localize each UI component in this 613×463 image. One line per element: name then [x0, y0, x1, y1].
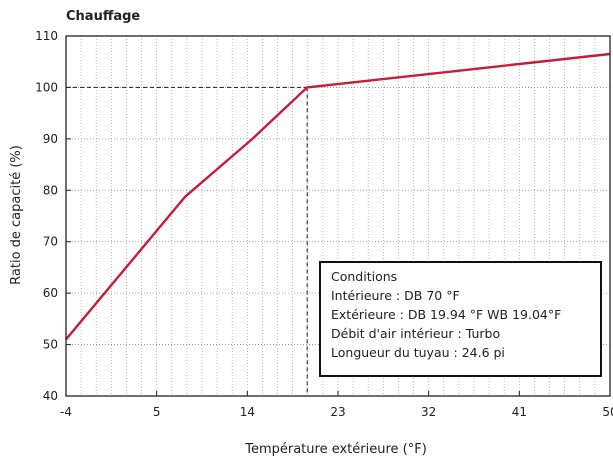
y-tick-label: 80 — [43, 183, 58, 197]
y-tick-label: 40 — [43, 389, 58, 403]
y-tick-label: 110 — [35, 29, 58, 43]
conditions-line: Longueur du tuyau : 24.6 pi — [331, 345, 505, 360]
conditions-line: Débit d'air intérieur : Turbo — [331, 326, 500, 341]
axis-ticks: -4 5 14 23 32 41 50 40 50 60 70 80 90 100 110 — [35, 29, 613, 419]
x-tick-label: -4 — [60, 405, 72, 419]
x-tick-label: 32 — [421, 405, 436, 419]
reference-lines — [66, 86, 308, 396]
conditions-heading: Conditions — [331, 269, 397, 284]
y-tick-label: 70 — [43, 235, 58, 249]
conditions-box: Conditions Intérieure : DB 70 °F Extérieur… — [319, 261, 602, 377]
y-tick-label: 50 — [43, 338, 58, 352]
x-tick-label: 50 — [602, 405, 613, 419]
conditions-line: Intérieure : DB 70 °F — [331, 288, 460, 303]
x-axis-label: Température extérieure (°F) — [244, 442, 427, 457]
y-tick-label: 60 — [43, 286, 58, 300]
x-tick-label: 41 — [512, 405, 527, 419]
conditions-box-border — [319, 261, 602, 377]
x-tick-label: 14 — [240, 405, 255, 419]
conditions-line: Extérieure : DB 19.94 °F WB 19.04°F — [331, 307, 561, 322]
series-layer — [65, 52, 611, 341]
y-tick-label: 90 — [43, 132, 58, 146]
chart-title: Chauffage — [66, 9, 140, 24]
y-tick-label: 100 — [35, 80, 58, 94]
x-tick-label: 23 — [330, 405, 345, 419]
capacity-series-line — [65, 52, 611, 341]
y-axis-label: Ratio de capacité (%) — [9, 145, 24, 285]
x-tick-label: 5 — [153, 405, 161, 419]
